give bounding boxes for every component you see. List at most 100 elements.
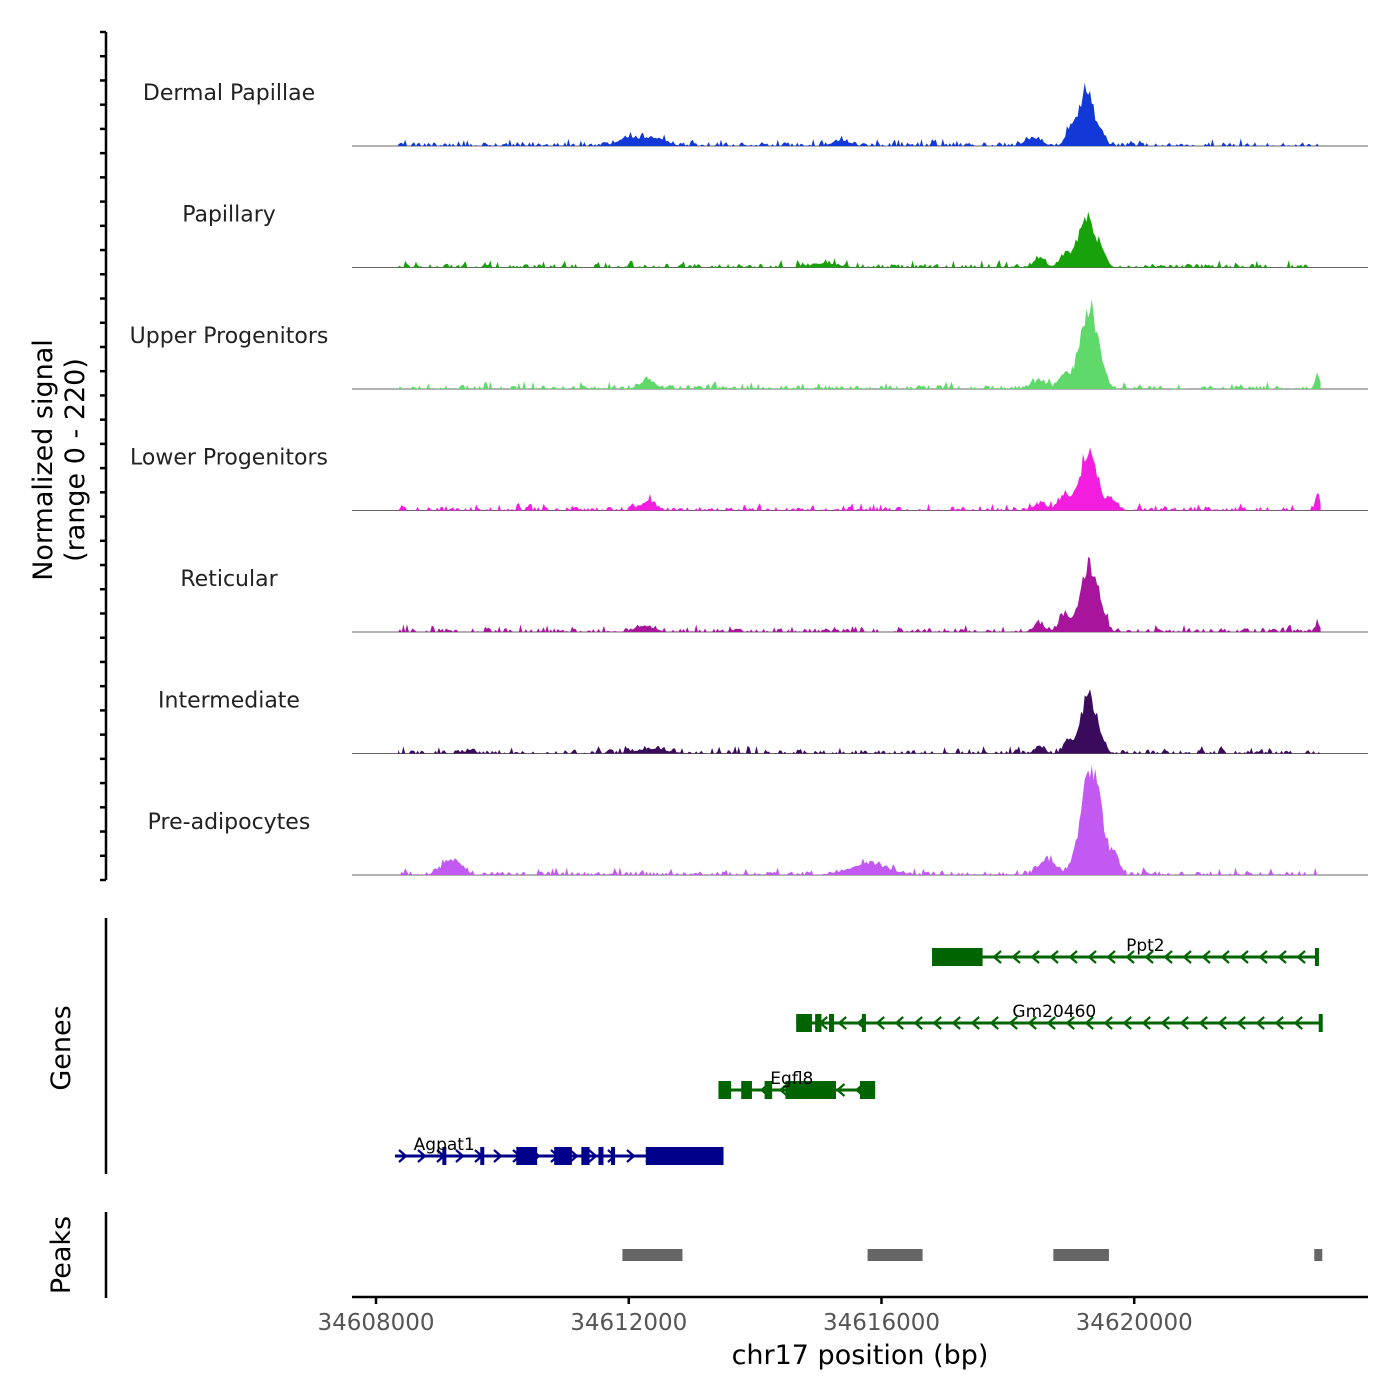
gene-name: Agpat1 <box>414 1135 475 1155</box>
coverage-area <box>398 765 1321 875</box>
track-papillary: Papillary <box>182 203 1368 268</box>
strand-arrow <box>1274 1016 1284 1030</box>
strand-arrow <box>1179 1016 1189 1030</box>
x-tick-label: 34620000 <box>1076 1310 1193 1336</box>
track-intermediate: Intermediate <box>158 689 1368 754</box>
strand-arrow <box>894 1016 904 1030</box>
gene-exon <box>480 1147 485 1165</box>
strand-arrow <box>1255 1016 1265 1030</box>
track-label: Pre-adipocytes <box>148 810 311 835</box>
gene-exon <box>611 1147 616 1165</box>
peak-region <box>1314 1249 1323 1261</box>
track-label: Dermal Papillae <box>143 81 315 106</box>
genes-axis-label: Genes <box>46 1005 77 1090</box>
strand-arrow <box>1125 950 1135 964</box>
x-tick-label: 34616000 <box>823 1310 940 1336</box>
strand-arrow <box>1065 1016 1075 1030</box>
gene-exon <box>829 1014 835 1032</box>
peak-region <box>867 1249 923 1261</box>
gene-exon <box>598 1147 604 1165</box>
coverage-area <box>398 211 1321 268</box>
strand-arrow <box>835 1083 846 1097</box>
gene-exon <box>516 1147 538 1165</box>
track-pre-adipocytes: Pre-adipocytes <box>148 765 1368 876</box>
strand-arrow <box>1277 950 1287 964</box>
peak-track <box>622 1249 1323 1261</box>
strand-arrow <box>1068 950 1078 964</box>
peaks-axis-label: Peaks <box>46 1216 77 1294</box>
gene-exon <box>645 1147 724 1165</box>
gene-exon <box>764 1081 773 1099</box>
strand-arrow <box>913 1016 923 1030</box>
peak-region <box>622 1249 683 1261</box>
strand-arrow <box>1141 1016 1151 1030</box>
strand-arrow <box>417 1149 427 1163</box>
strand-arrow <box>932 1016 942 1030</box>
strand-arrow <box>1122 1016 1132 1030</box>
coverage-area <box>398 299 1321 389</box>
strand-arrow <box>1160 1016 1170 1030</box>
gene-exon <box>442 1147 447 1165</box>
strand-arrow <box>992 950 1002 964</box>
coverage-area <box>398 82 1321 146</box>
strand-arrow <box>1217 1016 1227 1030</box>
gene-exon <box>860 1081 876 1099</box>
coverage-tracks: Dermal Papillae Papillary Upper Progenitor… <box>130 81 1368 876</box>
gene-name: Egfl8 <box>770 1069 813 1089</box>
gene-ppt2: Ppt2 <box>932 936 1319 966</box>
strand-arrow <box>1236 1016 1246 1030</box>
gene-egfl8: Egfl8 <box>718 1069 876 1099</box>
strand-arrow <box>989 1016 999 1030</box>
strand-arrow <box>1030 950 1040 964</box>
strand-arrow <box>1144 950 1154 964</box>
track-label: Intermediate <box>158 689 300 714</box>
y-axis-label-line1: Normalized signal <box>28 339 59 581</box>
gene-exon <box>741 1081 752 1099</box>
strand-arrow <box>398 1149 408 1163</box>
track-label: Upper Progenitors <box>130 324 329 349</box>
gene-agpat1: Agpat1 <box>394 1135 724 1165</box>
x-axis-label: chr17 position (bp) <box>732 1340 989 1371</box>
gene-exon <box>1318 1014 1323 1032</box>
strand-arrow <box>1296 950 1306 964</box>
axes: 34608000 34612000 34616000 34620000 <box>100 30 1368 1336</box>
track-label: Papillary <box>182 203 276 228</box>
gene-exon <box>785 1081 836 1099</box>
track-label: Lower Progenitors <box>130 446 328 471</box>
strand-arrow <box>1103 1016 1113 1030</box>
gene-name: Ppt2 <box>1126 936 1165 956</box>
gene-exon <box>581 1147 590 1165</box>
strand-arrow <box>493 1149 503 1163</box>
track-reticular: Reticular <box>180 556 1368 633</box>
strand-arrow <box>1027 1016 1037 1030</box>
track-upper-progenitors: Upper Progenitors <box>130 299 1368 390</box>
strand-arrow <box>1220 950 1230 964</box>
strand-arrow <box>1163 950 1173 964</box>
strand-arrow <box>569 1149 579 1163</box>
gene-name: Gm20460 <box>1012 1002 1096 1022</box>
peak-region <box>1053 1249 1109 1261</box>
gene-exon <box>932 948 983 966</box>
strand-arrow <box>778 1083 789 1097</box>
coverage-area <box>398 447 1321 511</box>
gene-exon <box>815 1014 822 1032</box>
x-tick-label: 34612000 <box>570 1310 687 1336</box>
strand-arrow <box>1258 950 1268 964</box>
strand-arrow <box>970 1016 980 1030</box>
track-label: Reticular <box>180 567 278 592</box>
y-axis-label-line2: (range 0 - 220) <box>60 358 91 562</box>
strand-arrow <box>1106 950 1116 964</box>
strand-arrow <box>1008 1016 1018 1030</box>
track-lower-progenitors: Lower Progenitors <box>130 446 1368 511</box>
strand-arrow <box>1293 1016 1303 1030</box>
strand-arrow <box>1239 950 1249 964</box>
gene-exon <box>861 1014 866 1032</box>
track-dermal-papillae: Dermal Papillae <box>143 81 1368 147</box>
gene-exon <box>796 1014 812 1032</box>
gene-exon <box>554 1147 572 1165</box>
gene-exon <box>1314 948 1319 966</box>
gene-exon <box>718 1081 732 1099</box>
coverage-area <box>398 689 1321 754</box>
strand-arrow <box>1084 1016 1094 1030</box>
